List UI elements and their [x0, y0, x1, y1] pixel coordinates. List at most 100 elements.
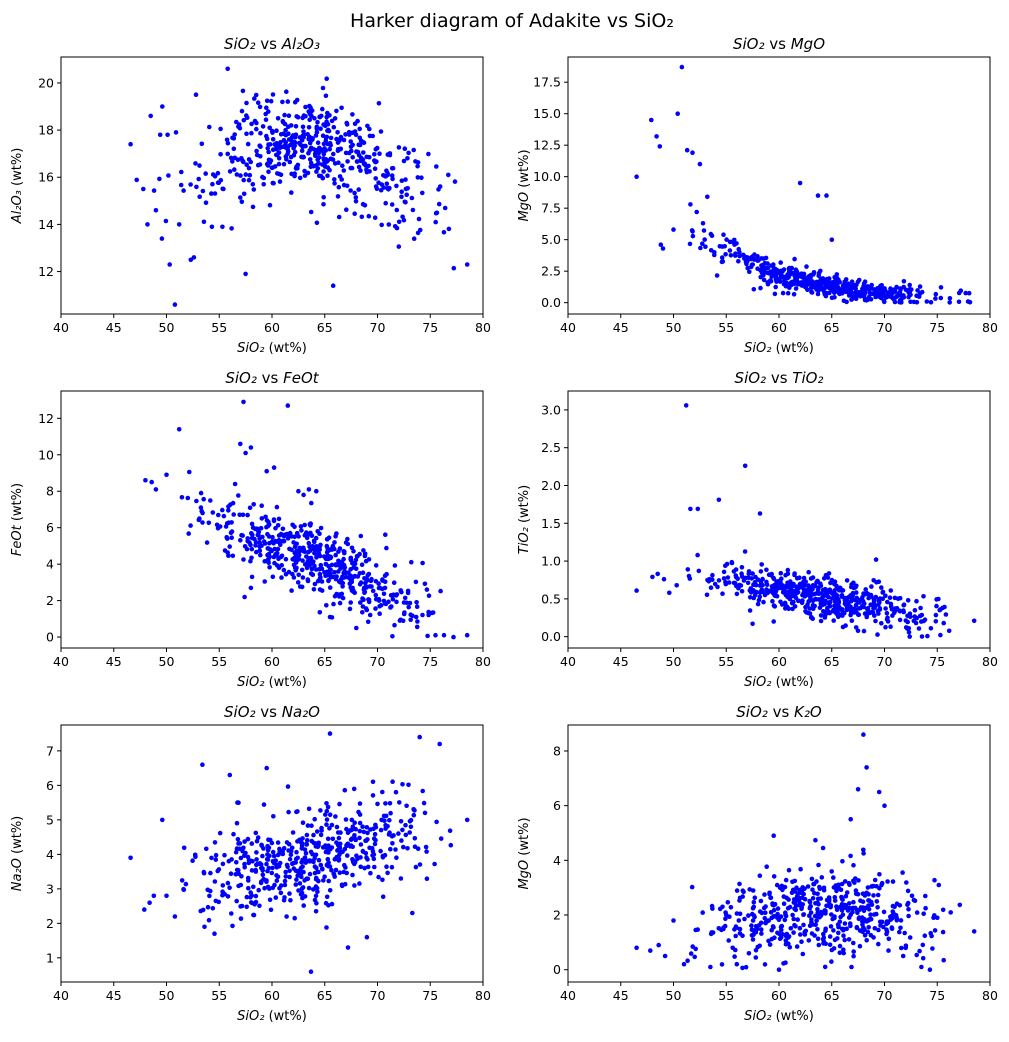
data-point	[852, 606, 857, 612]
data-point	[215, 525, 221, 531]
data-point	[971, 618, 977, 624]
data-point	[967, 299, 973, 305]
data-point	[357, 126, 363, 132]
y-tick-label: 6	[46, 520, 54, 535]
data-point	[419, 175, 424, 180]
y-tick-label: 3.0	[541, 402, 561, 417]
data-point	[820, 845, 826, 851]
data-point	[868, 912, 873, 917]
data-point	[259, 503, 265, 509]
data-point	[247, 172, 253, 178]
data-point	[334, 108, 339, 114]
data-point	[785, 290, 791, 296]
x-tick-label: 80	[982, 320, 998, 335]
data-point	[236, 841, 241, 846]
x-tick-label: 70	[370, 654, 386, 669]
y-axis-label: Na₂O (wt%)	[10, 816, 25, 892]
x-axis-label: SiO₂ (wt%)	[744, 675, 814, 690]
data-point	[331, 124, 337, 130]
data-point	[815, 193, 821, 198]
data-point	[817, 605, 823, 610]
data-point	[220, 883, 226, 888]
y-tick-label: 2.0	[541, 478, 561, 493]
data-point	[695, 506, 701, 512]
data-point	[755, 601, 761, 607]
plot-frame	[567, 724, 991, 983]
data-point	[350, 872, 355, 878]
data-point	[292, 149, 298, 155]
data-point	[888, 914, 893, 920]
data-point	[270, 137, 276, 142]
data-point	[464, 262, 470, 267]
data-point	[276, 556, 281, 562]
data-point	[303, 850, 309, 856]
data-point	[392, 622, 397, 628]
x-axis-label: SiO₂ (wt%)	[744, 341, 814, 356]
data-point	[783, 877, 789, 883]
data-point	[948, 910, 953, 915]
data-point	[803, 928, 809, 934]
data-point	[334, 840, 339, 845]
data-point	[372, 831, 378, 837]
data-point	[829, 869, 834, 874]
data-point	[332, 177, 337, 182]
data-point	[836, 604, 842, 610]
data-point	[793, 286, 799, 291]
data-point	[843, 903, 848, 909]
data-point	[313, 844, 319, 849]
data-point	[335, 848, 340, 853]
data-point	[779, 883, 785, 889]
data-point	[253, 126, 259, 132]
data-point	[353, 199, 359, 204]
data-point	[884, 617, 890, 622]
data-point	[153, 487, 159, 492]
data-point	[228, 155, 234, 161]
data-point	[393, 847, 398, 852]
data-point	[276, 161, 282, 167]
data-point	[316, 551, 322, 556]
data-point	[357, 812, 363, 817]
data-point	[236, 122, 242, 127]
y-tick-label: 6	[553, 798, 561, 813]
y-tick-label: 2	[46, 593, 54, 608]
data-point	[829, 295, 835, 301]
data-point	[358, 168, 363, 173]
data-point	[791, 599, 796, 605]
data-point	[332, 161, 338, 166]
data-point	[215, 170, 221, 176]
data-point	[914, 598, 919, 604]
data-point	[362, 161, 368, 166]
data-point	[264, 98, 270, 104]
data-point	[291, 562, 297, 568]
data-point	[783, 960, 788, 965]
data-point	[812, 890, 817, 896]
data-point	[329, 562, 335, 568]
x-tick-label: 70	[877, 320, 893, 335]
data-point	[861, 283, 866, 289]
data-point	[361, 548, 366, 553]
data-point	[245, 512, 250, 518]
y-tick-label: 7.5	[541, 201, 561, 216]
data-point	[356, 187, 362, 192]
data-point	[299, 859, 304, 865]
data-point	[733, 933, 738, 939]
data-point	[787, 285, 792, 291]
data-point	[306, 560, 312, 566]
data-point	[963, 290, 968, 296]
data-point	[282, 878, 288, 884]
data-point	[269, 840, 275, 846]
data-point	[690, 150, 695, 155]
data-point	[142, 907, 147, 912]
data-point	[846, 937, 852, 942]
data-point	[341, 137, 347, 143]
data-point	[281, 567, 287, 573]
data-point	[238, 538, 243, 543]
data-point	[293, 882, 299, 887]
data-point	[650, 574, 655, 580]
data-point	[381, 813, 387, 819]
x-tick-label: 45	[106, 320, 122, 335]
x-tick-label: 80	[475, 654, 491, 669]
data-point	[308, 523, 313, 528]
data-point	[314, 829, 320, 834]
data-point	[695, 552, 700, 558]
